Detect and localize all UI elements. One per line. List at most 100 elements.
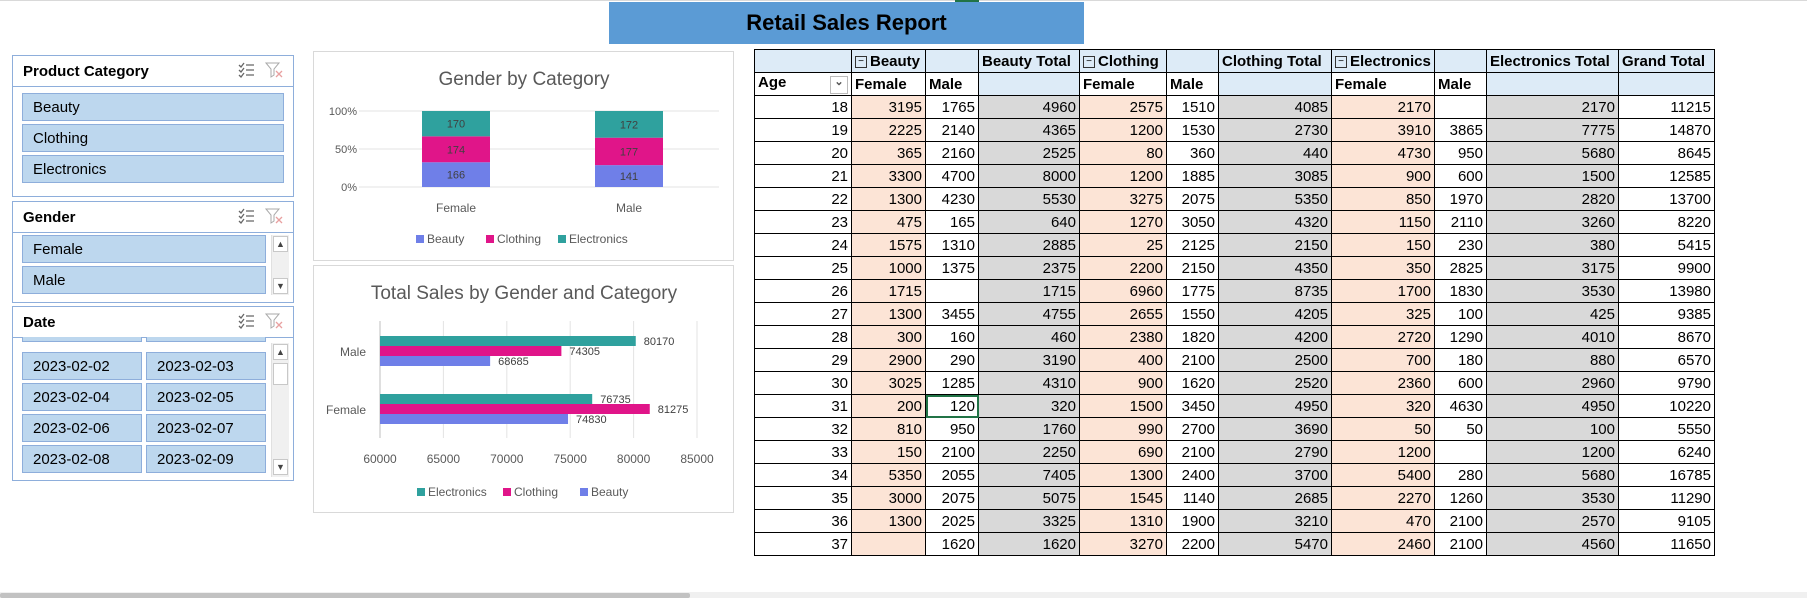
- table-row[interactable]: 18 3195 1765 4960 2575 1510 4085 2170 2170 11215: [754, 95, 1715, 119]
- value-cell[interactable]: 12585: [1618, 164, 1715, 188]
- value-cell[interactable]: 9790: [1618, 371, 1715, 395]
- value-cell[interactable]: 1300: [851, 509, 926, 533]
- value-cell[interactable]: 1545: [1079, 486, 1167, 510]
- clear-filter-icon[interactable]: [265, 208, 283, 224]
- value-cell[interactable]: 2100: [1166, 440, 1219, 464]
- value-cell[interactable]: 350: [1331, 256, 1435, 280]
- age-cell[interactable]: 27: [754, 302, 852, 326]
- value-cell[interactable]: 8645: [1618, 141, 1715, 165]
- table-row[interactable]: 29 2900 290 3190 400 2100 2500 700 180 880 6570: [754, 348, 1715, 372]
- value-cell[interactable]: 2575: [1079, 95, 1167, 119]
- value-cell[interactable]: 1375: [925, 256, 979, 280]
- value-cell[interactable]: 1620: [1166, 371, 1219, 395]
- value-cell[interactable]: 700: [1331, 348, 1435, 372]
- value-cell[interactable]: 2960: [1486, 371, 1619, 395]
- value-cell[interactable]: 4950: [1486, 394, 1619, 418]
- value-cell[interactable]: 1300: [1079, 463, 1167, 487]
- value-cell[interactable]: 4230: [925, 187, 979, 211]
- value-cell[interactable]: 1260: [1434, 486, 1487, 510]
- value-cell[interactable]: 1575: [851, 233, 926, 257]
- value-cell[interactable]: 1830: [1434, 279, 1487, 303]
- table-row[interactable]: 30 3025 1285 4310 900 1620 2520 2360 600 2960 9790: [754, 371, 1715, 395]
- value-cell[interactable]: 2055: [925, 463, 979, 487]
- clear-filter-icon[interactable]: [265, 313, 283, 329]
- value-cell[interactable]: 3530: [1486, 279, 1619, 303]
- value-cell[interactable]: 6570: [1618, 348, 1715, 372]
- age-cell[interactable]: 21: [754, 164, 852, 188]
- value-cell[interactable]: 5680: [1486, 141, 1619, 165]
- value-cell[interactable]: 2375: [978, 256, 1080, 280]
- slicer-item-date[interactable]: 2023-02-05: [146, 383, 266, 411]
- table-row[interactable]: 21 3300 4700 8000 1200 1885 3085 900 600 1500 1258…: [754, 164, 1715, 188]
- value-cell[interactable]: 4560: [1486, 532, 1619, 556]
- value-cell[interactable]: 3325: [978, 509, 1080, 533]
- value-cell[interactable]: 1510: [1166, 95, 1219, 119]
- value-cell[interactable]: 1285: [925, 371, 979, 395]
- value-cell[interactable]: 1500: [1486, 164, 1619, 188]
- value-cell[interactable]: 950: [1434, 141, 1487, 165]
- value-cell[interactable]: 810: [851, 417, 926, 441]
- value-cell[interactable]: 25: [1079, 233, 1167, 257]
- value-cell[interactable]: 5415: [1618, 233, 1715, 257]
- filter-dropdown-icon[interactable]: ⌄: [830, 76, 848, 94]
- table-row[interactable]: 34 5350 2055 7405 1300 2400 3700 5400 280 5680 167…: [754, 463, 1715, 487]
- value-cell[interactable]: 2400: [1166, 463, 1219, 487]
- value-cell[interactable]: 16785: [1618, 463, 1715, 487]
- age-cell[interactable]: 22: [754, 187, 852, 211]
- scroll-up-icon[interactable]: ▲: [273, 236, 288, 252]
- value-cell[interactable]: 2100: [1434, 532, 1487, 556]
- slicer-item-date[interactable]: 2023-02-06: [22, 414, 142, 442]
- value-cell[interactable]: 11290: [1618, 486, 1715, 510]
- value-cell[interactable]: 2150: [1166, 256, 1219, 280]
- value-cell[interactable]: 360: [1166, 141, 1219, 165]
- value-cell[interactable]: 3530: [1486, 486, 1619, 510]
- value-cell[interactable]: 290: [925, 348, 979, 372]
- value-cell[interactable]: 9900: [1618, 256, 1715, 280]
- value-cell[interactable]: 14870: [1618, 118, 1715, 142]
- value-cell[interactable]: 5400: [1331, 463, 1435, 487]
- horizontal-scroll-thumb[interactable]: [0, 593, 690, 598]
- age-cell[interactable]: 29: [754, 348, 852, 372]
- value-cell[interactable]: 3700: [1218, 463, 1332, 487]
- value-cell[interactable]: 2100: [1434, 509, 1487, 533]
- table-row[interactable]: 26 1715 1715 6960 1775 8735 1700 1830 3530 13980: [754, 279, 1715, 303]
- slicer-item-date[interactable]: 2023-02-02: [22, 352, 142, 380]
- value-cell[interactable]: 2825: [1434, 256, 1487, 280]
- value-cell[interactable]: 2460: [1331, 532, 1435, 556]
- value-cell[interactable]: 4755: [978, 302, 1080, 326]
- value-cell[interactable]: 2140: [925, 118, 979, 142]
- scroll-down-icon[interactable]: ▼: [273, 459, 288, 475]
- value-cell[interactable]: 4310: [978, 371, 1080, 395]
- value-cell[interactable]: 3210: [1218, 509, 1332, 533]
- value-cell[interactable]: 200: [851, 394, 926, 418]
- value-cell[interactable]: 600: [1434, 371, 1487, 395]
- value-cell[interactable]: 1775: [1166, 279, 1219, 303]
- value-cell[interactable]: 1620: [925, 532, 979, 556]
- value-cell[interactable]: 690: [1079, 440, 1167, 464]
- value-cell[interactable]: [1434, 95, 1487, 119]
- value-cell[interactable]: 990: [1079, 417, 1167, 441]
- value-cell[interactable]: 3690: [1218, 417, 1332, 441]
- value-cell[interactable]: 7405: [978, 463, 1080, 487]
- value-cell[interactable]: 4630: [1434, 394, 1487, 418]
- value-cell[interactable]: 150: [1331, 233, 1435, 257]
- slicer-product-category[interactable]: Product Category Beauty Clothing Electro…: [12, 55, 294, 197]
- value-cell[interactable]: 6240: [1618, 440, 1715, 464]
- value-cell[interactable]: 2150: [1218, 233, 1332, 257]
- table-row[interactable]: 32 810 950 1760 990 2700 3690 50 50 100 5550: [754, 417, 1715, 441]
- age-cell[interactable]: 24: [754, 233, 852, 257]
- value-cell[interactable]: 425: [1486, 302, 1619, 326]
- value-cell[interactable]: 2110: [1434, 210, 1487, 234]
- age-cell[interactable]: 28: [754, 325, 852, 349]
- value-cell[interactable]: 3050: [1166, 210, 1219, 234]
- value-cell[interactable]: 475: [851, 210, 926, 234]
- age-header[interactable]: Age ⌄: [754, 72, 852, 96]
- value-cell[interactable]: 440: [1218, 141, 1332, 165]
- value-cell[interactable]: 300: [851, 325, 926, 349]
- age-cell[interactable]: 23: [754, 210, 852, 234]
- value-cell[interactable]: 5470: [1218, 532, 1332, 556]
- age-cell[interactable]: 26: [754, 279, 852, 303]
- collapse-icon[interactable]: −: [1083, 55, 1095, 68]
- age-cell[interactable]: 19: [754, 118, 852, 142]
- value-cell[interactable]: 4010: [1486, 325, 1619, 349]
